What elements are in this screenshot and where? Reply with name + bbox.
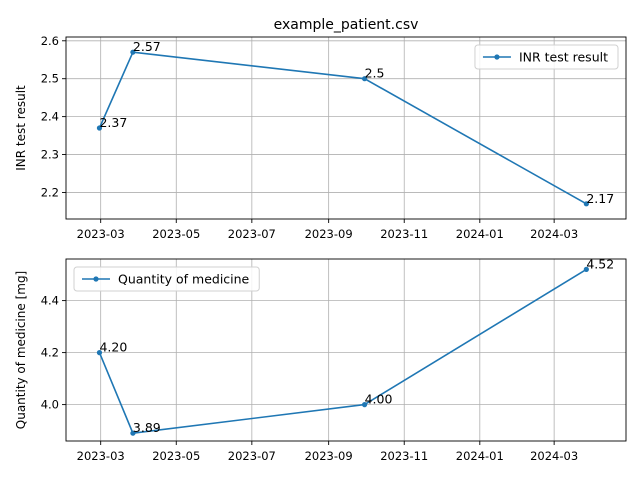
data-point [583, 266, 589, 272]
x-tick-label: 2024-03 [530, 227, 578, 241]
x-tick-label: 2024-01 [456, 449, 504, 463]
x-tick-label: 2023-07 [228, 449, 276, 463]
y-axis-label: Quantity of medicine [mg] [14, 271, 28, 429]
data-point [361, 402, 368, 408]
data-point [130, 430, 136, 436]
legend-box [73, 266, 260, 292]
x-tick-label: 2023-03 [77, 449, 125, 463]
axes-frame [65, 258, 627, 442]
data-label: 2.57 [133, 39, 161, 54]
chart-inr: 2023-03 2023-05 2023-07 2023-09 2023-11 2024-… [14, 34, 627, 241]
x-tick-label: 2023-09 [305, 227, 353, 241]
x-tick-label: 2023-05 [152, 227, 200, 241]
data-label: 4.00 [365, 392, 393, 407]
x-tick-label: 2023-11 [380, 227, 428, 241]
data-point [96, 350, 103, 356]
legend-marker [494, 54, 500, 60]
legend-box [474, 44, 619, 70]
legend: INR test result [474, 44, 619, 70]
y-tick-label: 2.3 [41, 148, 59, 162]
data-label: 2.17 [586, 191, 614, 206]
x-tick-label: 2024-03 [530, 449, 578, 463]
data-label: 2.5 [365, 66, 385, 81]
axes-frame [65, 36, 627, 220]
y-tick-label: 2.6 [41, 34, 59, 48]
y-tick-label: 2.5 [41, 72, 59, 86]
figure-title: example_patient.csv [274, 17, 419, 33]
y-tick-label: 4.2 [41, 346, 59, 360]
series-line [98, 51, 587, 205]
y-axis-label: INR test result [14, 85, 28, 171]
y-tick-label: 2.4 [41, 110, 59, 124]
data-point [96, 125, 103, 131]
series-line [98, 268, 587, 435]
data-point [130, 49, 136, 55]
x-tick-label: 2023-09 [305, 449, 353, 463]
y-tick-label: 2.2 [41, 185, 59, 199]
data-label: 2.37 [99, 115, 127, 130]
y-tick-label: 4.0 [41, 398, 59, 412]
chart-medicine-quantity: 2023-03 2023-05 2023-07 2023-09 2023-11 2024-… [14, 256, 627, 463]
x-tick-label: 2023-03 [77, 227, 125, 241]
legend: Quantity of medicine [73, 266, 260, 292]
x-tick-label: 2023-05 [152, 449, 200, 463]
x-tick-label: 2023-07 [228, 227, 276, 241]
data-point [583, 201, 589, 207]
legend-label: INR test result [519, 50, 608, 65]
data-label: 4.20 [99, 340, 127, 355]
data-label: 3.89 [133, 420, 161, 435]
x-tick-label: 2023-11 [380, 449, 428, 463]
y-tick-label: 4.4 [41, 294, 59, 308]
x-tick-label: 2024-01 [456, 227, 504, 241]
data-point [361, 76, 368, 82]
legend-marker [93, 276, 99, 282]
data-label: 4.52 [586, 256, 614, 271]
legend-label: Quantity of medicine [118, 272, 250, 287]
